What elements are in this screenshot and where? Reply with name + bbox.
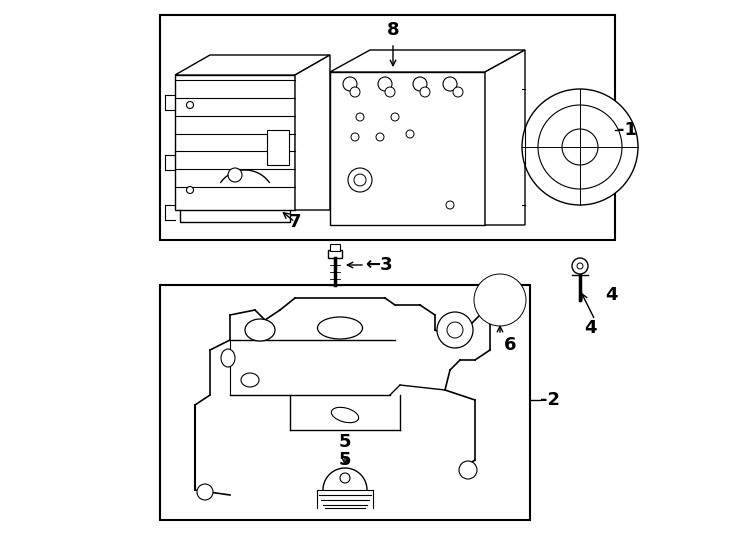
Circle shape [197,484,213,500]
Polygon shape [330,50,525,72]
Circle shape [348,168,372,192]
Bar [267,130,289,165]
Ellipse shape [318,317,363,339]
Circle shape [186,102,194,109]
Circle shape [343,77,357,91]
Circle shape [459,461,477,479]
Polygon shape [175,55,330,75]
Circle shape [356,113,364,121]
Circle shape [351,133,359,141]
Circle shape [385,87,395,97]
Text: -2: -2 [540,391,560,409]
Bar [328,250,342,258]
Polygon shape [485,50,525,225]
Text: 4: 4 [605,286,617,304]
Circle shape [378,77,392,91]
Circle shape [447,322,463,338]
Bar [160,15,615,240]
Circle shape [494,294,506,306]
Bar [330,244,340,251]
Text: 7: 7 [288,213,301,231]
Circle shape [486,286,514,314]
Text: ←3: ←3 [365,256,393,274]
Circle shape [538,105,622,189]
Circle shape [478,278,522,322]
Circle shape [443,77,457,91]
Circle shape [376,133,384,141]
Circle shape [228,168,242,182]
Bar [160,285,530,520]
Circle shape [577,263,583,269]
Polygon shape [295,55,330,210]
Text: -1: -1 [617,121,637,139]
Circle shape [446,201,454,209]
Circle shape [572,258,588,274]
Circle shape [420,87,430,97]
Circle shape [562,129,598,165]
Circle shape [391,113,399,121]
Text: 4: 4 [584,319,596,337]
Circle shape [522,89,638,205]
Circle shape [350,87,360,97]
Circle shape [474,274,526,326]
Text: 5: 5 [339,451,352,469]
Circle shape [340,473,350,483]
Ellipse shape [221,349,235,367]
Ellipse shape [241,373,259,387]
Ellipse shape [245,319,275,341]
Text: 5: 5 [339,433,352,451]
Circle shape [437,312,473,348]
Circle shape [406,130,414,138]
Text: 8: 8 [387,21,399,39]
Bar [175,75,295,210]
Circle shape [354,174,366,186]
Bar [330,72,485,225]
Text: 6: 6 [504,336,516,354]
Circle shape [413,77,427,91]
Ellipse shape [331,407,359,423]
Circle shape [186,186,194,193]
Circle shape [453,87,463,97]
